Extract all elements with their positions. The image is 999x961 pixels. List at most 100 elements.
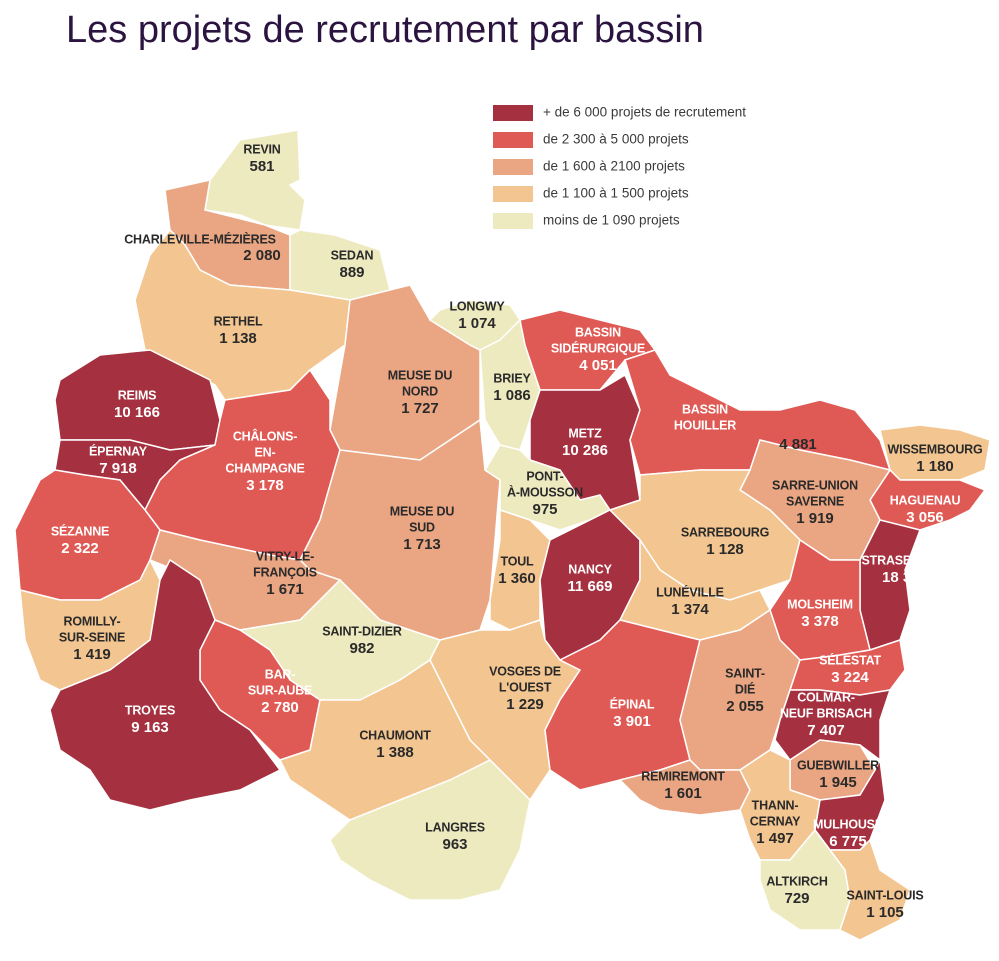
region-name: LANGRES bbox=[425, 820, 485, 834]
region-value: 1 128 bbox=[706, 541, 744, 558]
region-name: HAGUENAU bbox=[890, 493, 961, 507]
region-value: 982 bbox=[349, 640, 374, 657]
region-name: SEDAN bbox=[331, 248, 374, 262]
legend-label: de 1 600 à 2100 projets bbox=[543, 159, 685, 174]
region-value: 1 919 bbox=[796, 510, 834, 527]
legend-label: moins de 1 090 projets bbox=[543, 213, 680, 228]
region-name: CHARLEVILLE-MÉZIÈRES bbox=[124, 231, 276, 246]
region-name: TOUL bbox=[501, 554, 535, 568]
region-name: CHAMPAGNE bbox=[225, 461, 304, 475]
region-name: HOUILLER bbox=[674, 418, 736, 432]
region-value: 1 074 bbox=[458, 315, 496, 332]
region-value: 6 775 bbox=[829, 833, 867, 850]
region-value: 581 bbox=[249, 158, 274, 175]
region-value: 1 360 bbox=[498, 570, 536, 587]
region-name: COLMAR- bbox=[797, 690, 855, 704]
region-name: SUR-AUBE bbox=[248, 683, 312, 697]
region-value: 1 601 bbox=[664, 785, 702, 802]
legend-swatch bbox=[493, 213, 533, 229]
region-value: 1 086 bbox=[493, 387, 531, 404]
region-name: MEUSE DU bbox=[388, 368, 453, 382]
region-value: 889 bbox=[339, 264, 364, 281]
region-name: WISSEMBOURG bbox=[887, 442, 982, 456]
region-name: BASSIN bbox=[575, 325, 621, 339]
region-value: 1 105 bbox=[866, 904, 904, 921]
region-name: MEUSE DU bbox=[390, 504, 455, 518]
region-value: 7 918 bbox=[99, 460, 137, 477]
legend-swatch bbox=[493, 132, 533, 148]
region-name: TROYES bbox=[125, 703, 175, 717]
region-value: 10 286 bbox=[562, 442, 608, 459]
region-value: 1 945 bbox=[819, 774, 857, 791]
region-value: 2 780 bbox=[261, 699, 299, 716]
region-value: 1 497 bbox=[756, 830, 794, 847]
region-value: 2 080 bbox=[243, 247, 281, 264]
region-value: 1 138 bbox=[219, 330, 257, 347]
region-name: REIMS bbox=[118, 388, 157, 402]
region-name: VITRY-LE- bbox=[256, 549, 314, 563]
region-name: LUNÉVILLE bbox=[656, 584, 724, 599]
legend-label: de 2 300 à 5 000 projets bbox=[543, 132, 689, 147]
region-value: 3 378 bbox=[801, 613, 839, 630]
region-name: NEUF BRISACH bbox=[780, 706, 872, 720]
region-value: 3 224 bbox=[831, 669, 869, 686]
region-value: 1 180 bbox=[916, 458, 954, 475]
region-name: SUD bbox=[409, 520, 435, 534]
region-name: BRIEY bbox=[493, 371, 531, 385]
region-value: 729 bbox=[784, 890, 809, 907]
region-name: SAINT-DIZIER bbox=[322, 624, 402, 638]
region-value: 1 229 bbox=[506, 696, 544, 713]
region-name: MOLSHEIM bbox=[787, 597, 853, 611]
region-name: EN- bbox=[255, 445, 276, 459]
region-name: ROMILLY- bbox=[64, 614, 121, 628]
region-name: METZ bbox=[568, 426, 602, 440]
region-name: SARRE-UNION bbox=[772, 478, 858, 492]
region-value: 1 713 bbox=[403, 536, 441, 553]
region-value: 1 727 bbox=[401, 400, 439, 417]
region-name: BAR- bbox=[265, 667, 295, 681]
region-name: CERNAY bbox=[750, 814, 801, 828]
region-value: 975 bbox=[532, 501, 557, 518]
region-name: STRASBOURG bbox=[862, 553, 949, 567]
region-value: 10 166 bbox=[114, 404, 160, 421]
region-name: SÉLESTAT bbox=[819, 652, 881, 667]
region-value: 4 051 bbox=[579, 357, 617, 374]
region bbox=[679, 608, 801, 771]
region-name: SARREBOURG bbox=[681, 525, 769, 539]
region bbox=[329, 759, 531, 901]
region-name: GUEBWILLER bbox=[797, 758, 879, 772]
region-value: 1 671 bbox=[266, 581, 304, 598]
region-value: 3 901 bbox=[613, 713, 651, 730]
region-name: NORD bbox=[402, 384, 438, 398]
region-name: DIÉ bbox=[735, 681, 755, 696]
region-value: 1 419 bbox=[73, 646, 111, 663]
region-value: 1 388 bbox=[376, 744, 414, 761]
region bbox=[329, 284, 481, 461]
legend-label: de 1 100 à 1 500 projets bbox=[543, 186, 689, 201]
region-name: SAINT- bbox=[725, 666, 765, 680]
region-name: L'OUEST bbox=[499, 680, 552, 694]
region-name: FRANÇOIS bbox=[253, 565, 317, 579]
region-name: REMIREMONT bbox=[641, 769, 725, 783]
region-name: ÉPINAL bbox=[610, 696, 655, 711]
region-value: 18 341 bbox=[882, 569, 928, 586]
region bbox=[774, 689, 892, 762]
region-name: ALTKIRCH bbox=[766, 874, 828, 888]
region-name: CHÂLONS- bbox=[233, 428, 297, 443]
region-value: 9 163 bbox=[131, 719, 169, 736]
region-name: SAINT-LOUIS bbox=[847, 888, 924, 902]
region bbox=[49, 558, 282, 811]
region-value: 1 374 bbox=[671, 601, 709, 618]
region-value: 3 056 bbox=[906, 509, 944, 526]
region-name: À-MOUSSON bbox=[507, 484, 583, 499]
title: Les projets de recrutement par bassin bbox=[66, 9, 704, 51]
region-name: SUR-SEINE bbox=[59, 630, 125, 644]
region-name: BASSIN bbox=[682, 402, 728, 416]
region-name: NANCY bbox=[568, 562, 612, 576]
region-name: THANN- bbox=[752, 798, 799, 812]
region-name: MULHOUSE bbox=[813, 817, 883, 831]
legend-swatch bbox=[493, 105, 533, 121]
region-name: RETHEL bbox=[214, 314, 263, 328]
